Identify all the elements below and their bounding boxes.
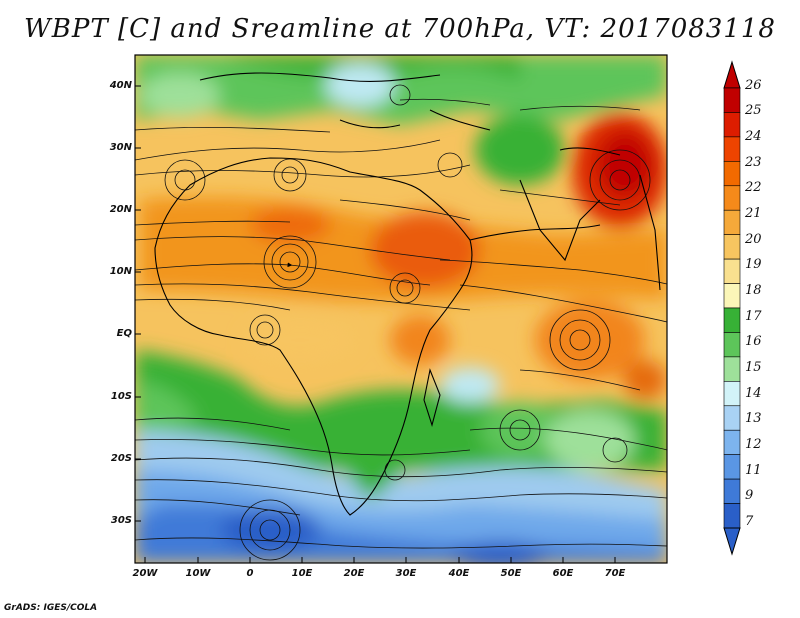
lat-label: 10N [109,266,132,277]
colorbar-label: 26 [745,78,762,93]
colorbar-swatch [723,332,741,358]
colorbar-swatch [723,381,741,407]
colorbar-swatch [723,283,741,309]
lon-label: 50E [500,568,522,579]
colorbar-swatch [723,454,741,480]
colorbar-label: 25 [745,103,762,118]
streamlines [135,84,667,561]
colorbar-swatch [723,478,741,504]
colorbar-swatch [723,503,741,529]
colorbar-label: 20 [745,232,762,247]
colorbar-label: 7 [745,514,754,529]
lat-label: 20S [110,453,132,464]
colorbar-swatch [723,136,741,162]
lon-label: 0 [246,568,254,579]
colorbar-swatch [723,356,741,382]
colorbar-swatch [723,429,741,455]
lon-label: 20W [132,568,158,579]
lat-label: 20N [109,204,132,215]
colorbar-swatch [723,234,741,260]
colorbar-label: 11 [745,463,762,478]
lon-label: 60E [552,568,574,579]
colorbar-swatch [723,87,741,113]
lon-label: 70E [604,568,626,579]
lat-label: 30N [109,142,132,153]
colorbar-swatch [723,161,741,187]
colorbar-swatch [723,258,741,284]
credit-text: GrADS: IGES/COLA [4,603,98,613]
wbpt-field [135,55,667,563]
coastlines [154,72,661,516]
colorbar-label: 19 [745,257,762,272]
lon-label: 30E [395,568,417,579]
lat-label: 30S [110,515,132,526]
colorbar-label: 16 [745,334,762,349]
colorbar-label: 24 [745,129,762,144]
lon-label: 10W [185,568,211,579]
lat-label: 40N [109,80,132,91]
colorbar-label: 23 [745,155,762,170]
colorbar-label: 22 [745,180,762,195]
colorbar-top-arrow [723,60,741,89]
lon-label: 10E [291,568,313,579]
colorbar-swatch [723,405,741,431]
colorbar-label: 17 [745,309,762,324]
colorbar-swatch [723,307,741,333]
plot-frame [134,54,668,564]
colorbar-swatch [723,209,741,235]
colorbar-label: 14 [745,386,762,401]
colorbar-label: 12 [745,437,762,452]
colorbar-label: 15 [745,360,762,375]
colorbar-label: 13 [745,411,762,426]
axis-ticks [135,85,616,563]
colorbar-label: 21 [745,206,762,221]
lat-label: EQ [116,328,132,339]
colorbar-label: 9 [745,488,754,503]
lon-label: 40E [448,568,470,579]
map-title: WBPT [C] and Sreamline at 700hPa, VT: 20… [24,14,776,44]
colorbar-swatch [723,112,741,138]
colorbar [723,60,741,556]
colorbar-label: 18 [745,283,762,298]
colorbar-swatch [723,185,741,211]
lat-label: 10S [110,391,132,402]
colorbar-bottom-arrow [723,527,741,556]
lon-label: 20E [343,568,365,579]
